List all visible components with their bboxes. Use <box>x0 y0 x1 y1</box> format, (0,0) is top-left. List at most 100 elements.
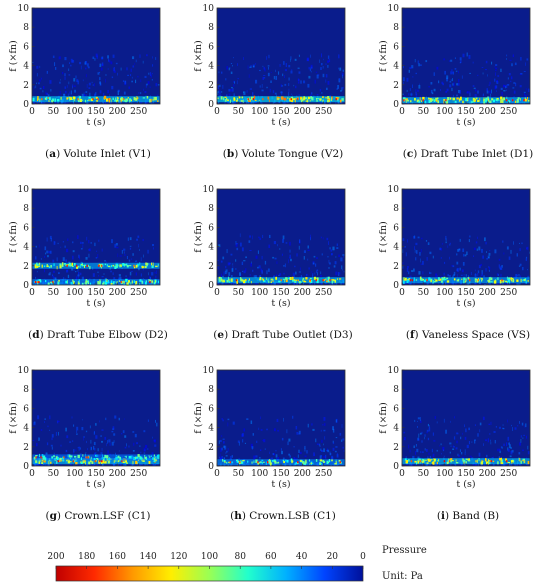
y-tick-label: 6 <box>23 404 29 414</box>
x-tick-label: 0 <box>29 469 35 479</box>
panel-caption: (b) Volute Tongue (V2) <box>223 148 343 160</box>
x-axis-label: t (s) <box>456 479 475 490</box>
x-tick-label: 100 <box>436 107 453 117</box>
x-tick-label: 100 <box>436 469 453 479</box>
y-tick-label: 0 <box>393 462 399 472</box>
colorbar-tick-label: 120 <box>170 552 187 562</box>
y-axis-label: f (×fn) <box>8 221 19 253</box>
panel-caption: (i) Band (B) <box>437 510 499 522</box>
y-tick-label: 8 <box>23 204 29 214</box>
x-axis-label: t (s) <box>86 117 105 128</box>
frequency-band <box>32 278 160 286</box>
x-tick-label: 250 <box>315 469 332 479</box>
x-tick-label: 200 <box>109 288 126 298</box>
x-tick-label: 0 <box>399 288 405 298</box>
y-tick-label: 6 <box>393 404 399 414</box>
x-axis-label: t (s) <box>271 117 290 128</box>
frequency-band <box>217 95 345 103</box>
x-tick-label: 0 <box>29 288 35 298</box>
x-tick-label: 0 <box>214 288 220 298</box>
y-tick-label: 2 <box>23 262 29 272</box>
y-axis-label: f (×fn) <box>8 40 19 72</box>
x-tick-label: 250 <box>315 107 332 117</box>
y-tick-label: 0 <box>208 281 214 291</box>
frequency-band <box>402 96 530 104</box>
y-tick-label: 2 <box>23 443 29 453</box>
y-tick-label: 4 <box>393 62 399 72</box>
frequency-band <box>217 458 345 466</box>
y-tick-label: 2 <box>393 81 399 91</box>
y-tick-label: 10 <box>203 366 215 376</box>
y-tick-label: 6 <box>23 223 29 233</box>
y-tick-label: 6 <box>393 223 399 233</box>
x-tick-label: 200 <box>479 107 496 117</box>
x-tick-label: 0 <box>214 469 220 479</box>
y-tick-label: 6 <box>208 404 214 414</box>
x-tick-label: 50 <box>233 107 245 117</box>
x-tick-label: 250 <box>500 107 517 117</box>
y-tick-label: 8 <box>208 23 214 33</box>
x-tick-label: 200 <box>294 469 311 479</box>
x-tick-label: 150 <box>457 288 474 298</box>
panel-caption: (c) Draft Tube Inlet (D1) <box>403 148 533 160</box>
colorbar-tick-label: 180 <box>78 552 95 562</box>
x-tick-label: 0 <box>214 107 220 117</box>
y-tick-label: 10 <box>18 4 30 14</box>
y-tick-label: 6 <box>393 42 399 52</box>
x-tick-label: 100 <box>66 288 83 298</box>
y-axis-label: f (×fn) <box>8 402 19 434</box>
x-tick-label: 200 <box>109 107 126 117</box>
x-tick-label: 250 <box>130 288 147 298</box>
y-tick-label: 10 <box>18 185 30 195</box>
y-tick-label: 10 <box>388 366 400 376</box>
y-tick-label: 10 <box>18 366 30 376</box>
x-tick-label: 150 <box>87 288 104 298</box>
y-tick-label: 4 <box>208 243 214 253</box>
x-tick-label: 150 <box>272 288 289 298</box>
y-tick-label: 10 <box>388 185 400 195</box>
x-tick-label: 50 <box>233 288 245 298</box>
x-tick-label: 50 <box>418 107 430 117</box>
colorbar-tick-label: 140 <box>140 552 157 562</box>
y-tick-label: 6 <box>208 223 214 233</box>
panel-caption: (f) Vaneless Space (VS) <box>406 329 530 341</box>
y-tick-label: 0 <box>208 100 214 110</box>
y-tick-label: 0 <box>23 462 29 472</box>
y-tick-label: 2 <box>208 81 214 91</box>
y-tick-label: 0 <box>208 462 214 472</box>
x-tick-label: 150 <box>272 469 289 479</box>
x-tick-label: 200 <box>479 469 496 479</box>
y-axis-label: f (×fn) <box>378 221 389 253</box>
y-tick-label: 4 <box>23 62 29 72</box>
y-tick-label: 10 <box>203 185 215 195</box>
colorbar-tick-label: 80 <box>234 552 246 562</box>
y-tick-label: 8 <box>393 385 399 395</box>
x-tick-label: 200 <box>294 107 311 117</box>
colorbar-tick-label: 40 <box>296 552 308 562</box>
x-axis-label: t (s) <box>86 479 105 490</box>
x-tick-label: 200 <box>294 288 311 298</box>
y-tick-label: 2 <box>208 443 214 453</box>
x-tick-label: 50 <box>48 469 60 479</box>
x-axis-label: t (s) <box>271 479 290 490</box>
y-tick-label: 2 <box>23 81 29 91</box>
x-axis-label: t (s) <box>456 298 475 309</box>
x-axis-label: t (s) <box>271 298 290 309</box>
panel-caption: (e) Draft Tube Outlet (D3) <box>213 329 352 341</box>
frequency-band <box>32 453 160 461</box>
x-tick-label: 50 <box>48 288 60 298</box>
heatmap-background <box>32 370 160 466</box>
x-tick-label: 50 <box>418 288 430 298</box>
heatmap-background <box>402 189 530 285</box>
y-axis-label: f (×fn) <box>193 402 204 434</box>
y-tick-label: 4 <box>208 62 214 72</box>
x-axis-label: t (s) <box>456 117 475 128</box>
colorbar-tick-label: 200 <box>47 552 64 562</box>
x-tick-label: 0 <box>399 107 405 117</box>
